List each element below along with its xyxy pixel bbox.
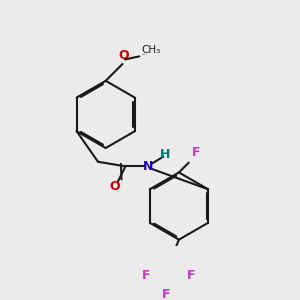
Text: F: F <box>192 146 201 159</box>
Text: F: F <box>187 269 195 282</box>
Text: N: N <box>143 160 154 173</box>
Text: O: O <box>119 49 129 62</box>
Text: H: H <box>160 148 170 161</box>
Text: F: F <box>162 288 170 300</box>
Text: F: F <box>141 269 150 282</box>
Text: CH₃: CH₃ <box>142 44 161 55</box>
Text: O: O <box>110 180 120 193</box>
Text: methoxy: methoxy <box>142 54 148 55</box>
